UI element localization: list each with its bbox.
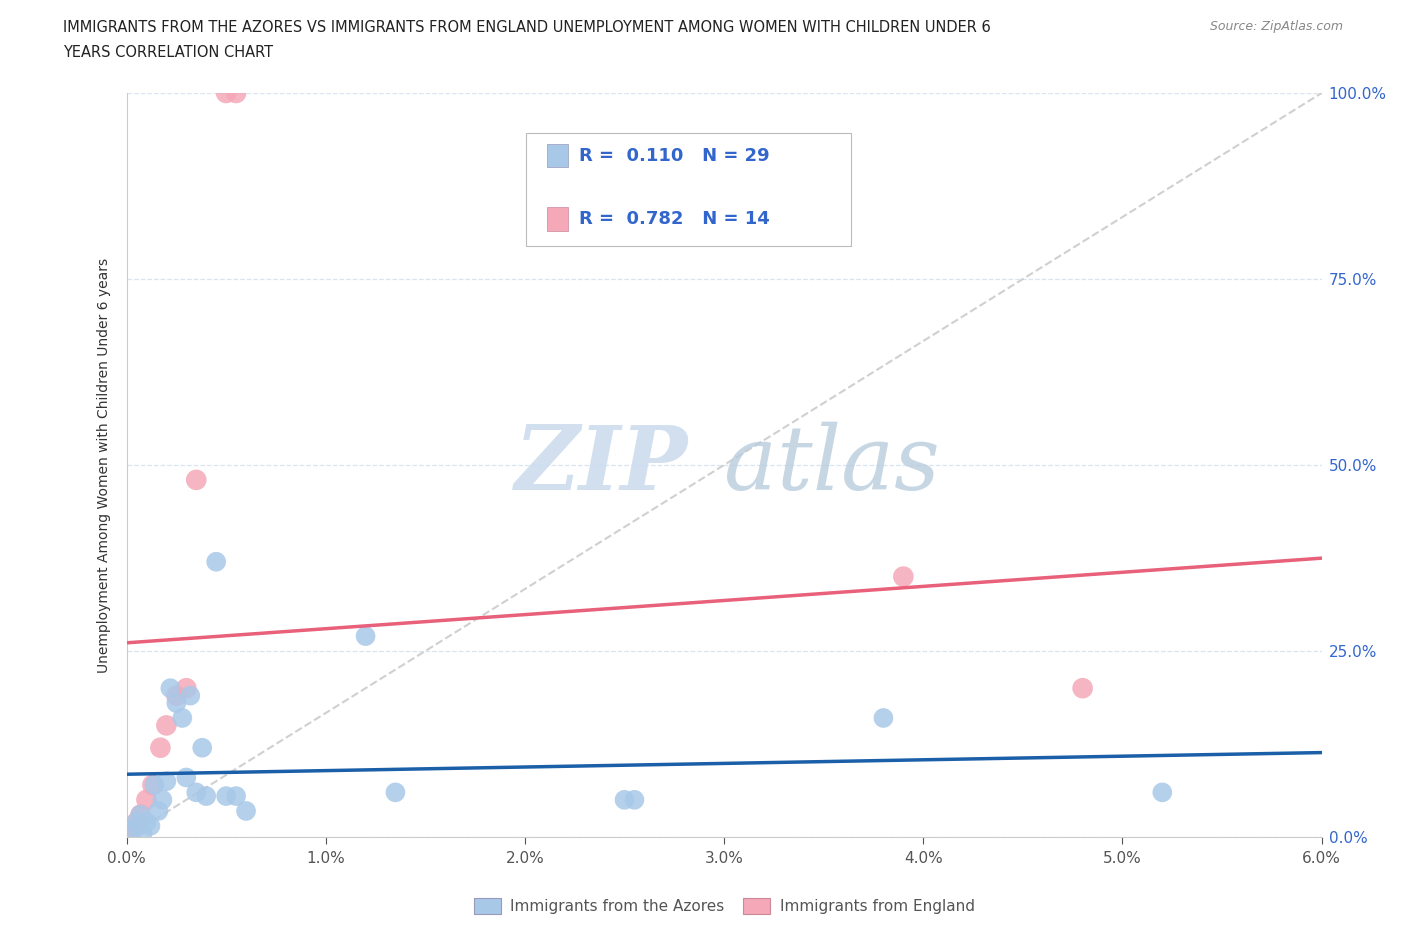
Point xyxy=(139,818,162,833)
Point xyxy=(215,86,238,100)
Point xyxy=(179,688,201,703)
Point xyxy=(129,807,152,822)
Point xyxy=(191,740,214,755)
Point xyxy=(205,554,228,569)
Text: atlas: atlas xyxy=(724,421,939,509)
Point xyxy=(235,804,257,818)
Point xyxy=(1152,785,1174,800)
Point xyxy=(172,711,194,725)
Text: ZIP: ZIP xyxy=(515,421,688,509)
Point xyxy=(148,804,170,818)
Point xyxy=(186,472,208,487)
Point xyxy=(195,789,218,804)
Text: R =  0.110   N = 29: R = 0.110 N = 29 xyxy=(579,147,770,165)
Point xyxy=(384,785,406,800)
Point xyxy=(131,826,153,841)
Point xyxy=(186,785,208,800)
Point xyxy=(165,688,187,703)
Point xyxy=(174,770,197,785)
Point xyxy=(135,815,157,830)
Point xyxy=(872,711,894,725)
Point xyxy=(127,818,149,833)
Point xyxy=(891,569,914,584)
Point xyxy=(174,681,197,696)
Text: R =  0.782   N = 14: R = 0.782 N = 14 xyxy=(579,210,770,228)
Point xyxy=(155,774,177,789)
Text: YEARS CORRELATION CHART: YEARS CORRELATION CHART xyxy=(63,45,273,60)
Point xyxy=(225,789,247,804)
Point xyxy=(613,792,636,807)
Point xyxy=(159,681,181,696)
Point xyxy=(149,740,172,755)
Point xyxy=(150,792,174,807)
Point xyxy=(155,718,177,733)
Point xyxy=(121,822,143,837)
Point xyxy=(125,815,148,830)
Point xyxy=(215,789,238,804)
Point xyxy=(143,777,166,792)
Point xyxy=(165,696,187,711)
Point xyxy=(1071,681,1094,696)
Text: IMMIGRANTS FROM THE AZORES VS IMMIGRANTS FROM ENGLAND UNEMPLOYMENT AMONG WOMEN W: IMMIGRANTS FROM THE AZORES VS IMMIGRANTS… xyxy=(63,20,991,35)
Point xyxy=(354,629,377,644)
Point xyxy=(121,822,143,837)
Point xyxy=(141,777,163,792)
Point xyxy=(135,792,157,807)
Legend: Immigrants from the Azores, Immigrants from England: Immigrants from the Azores, Immigrants f… xyxy=(470,894,979,919)
Point xyxy=(225,86,247,100)
Y-axis label: Unemployment Among Women with Children Under 6 years: Unemployment Among Women with Children U… xyxy=(97,258,111,672)
Text: Source: ZipAtlas.com: Source: ZipAtlas.com xyxy=(1209,20,1343,33)
Point xyxy=(129,807,152,822)
Point xyxy=(623,792,645,807)
Point xyxy=(125,815,148,830)
